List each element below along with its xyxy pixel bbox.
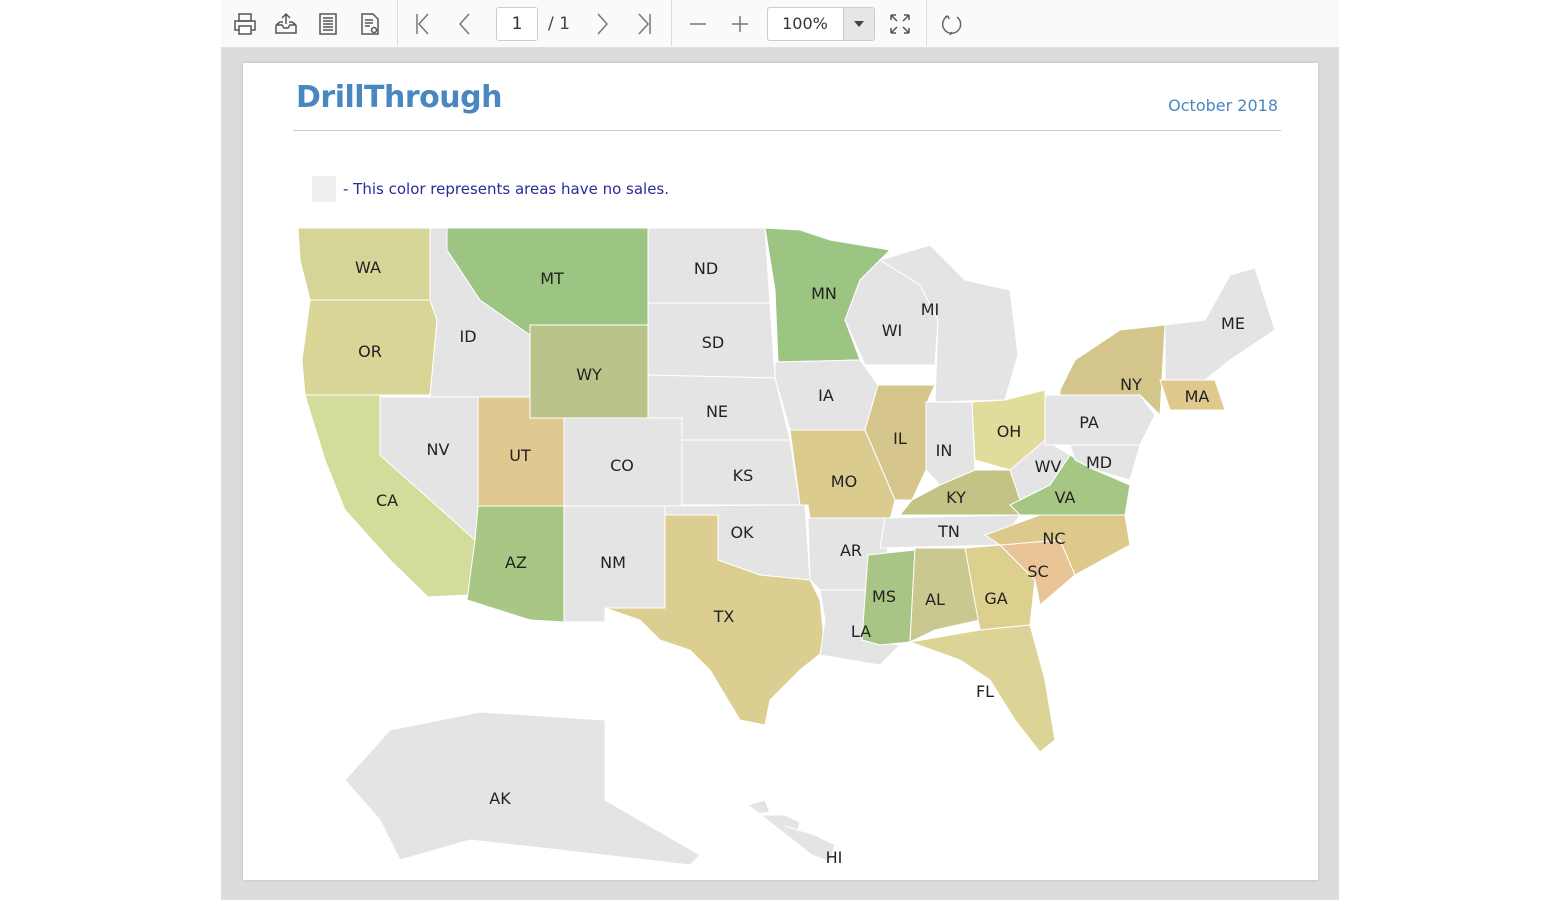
export-icon[interactable] (271, 8, 301, 40)
state-label-me: ME (1221, 314, 1245, 333)
state-label-oh: OH (997, 422, 1022, 441)
state-hi[interactable] (746, 799, 836, 863)
page-setup-icon[interactable] (355, 8, 385, 40)
zoom-in-icon[interactable] (726, 8, 754, 40)
state-label-nd: ND (694, 259, 718, 278)
state-label-az: AZ (505, 553, 527, 572)
state-label-al: AL (925, 590, 945, 609)
state-label-ms: MS (872, 587, 896, 606)
state-label-id: ID (459, 327, 476, 346)
state-label-ma: MA (1185, 387, 1210, 406)
state-label-tx: TX (713, 607, 735, 626)
state-label-or: OR (358, 342, 382, 361)
state-label-ga: GA (984, 589, 1007, 608)
state-label-tn: TN (937, 522, 960, 541)
state-label-wv: WV (1035, 457, 1062, 476)
page-total: / 1 (548, 14, 570, 34)
state-md[interactable] (1069, 444, 1141, 481)
state-label-ny: NY (1120, 375, 1142, 394)
report-date: October 2018 (1168, 96, 1278, 115)
state-wv[interactable] (1009, 439, 1071, 501)
chevron-down-icon[interactable] (843, 8, 874, 40)
state-label-ky: KY (946, 488, 966, 507)
state-ga[interactable] (964, 544, 1036, 631)
current-page-input[interactable]: 1 (496, 7, 538, 41)
state-label-nv: NV (427, 440, 450, 459)
zoom-out-icon[interactable] (684, 8, 712, 40)
state-label-co: CO (610, 456, 634, 475)
state-label-ks: KS (733, 466, 754, 485)
state-label-sd: SD (702, 333, 724, 352)
state-label-pa: PA (1079, 413, 1099, 432)
state-label-fl: FL (976, 682, 994, 701)
state-label-ia: IA (818, 386, 834, 405)
state-label-in: IN (936, 441, 953, 460)
state-label-hi: HI (826, 848, 843, 867)
fit-page-icon[interactable] (886, 8, 914, 40)
state-label-md: MD (1086, 453, 1112, 472)
first-page-icon[interactable] (408, 8, 436, 40)
legend-text: - This color represents areas have no sa… (343, 180, 670, 198)
zoom-value: 100% (782, 14, 828, 33)
state-label-sc: SC (1027, 562, 1048, 581)
state-label-va: VA (1055, 488, 1076, 507)
state-label-ut: UT (509, 446, 531, 465)
state-label-nm: NM (600, 553, 626, 572)
state-ak[interactable] (344, 711, 701, 866)
state-label-nc: NC (1042, 529, 1065, 548)
last-page-icon[interactable] (631, 8, 659, 40)
state-label-mn: MN (811, 284, 837, 303)
print-icon[interactable] (230, 8, 260, 40)
state-label-il: IL (893, 429, 907, 448)
zoom-select[interactable]: 100% (767, 7, 875, 41)
state-ms[interactable] (861, 549, 916, 646)
state-fl[interactable] (908, 624, 1056, 753)
state-me[interactable] (1164, 267, 1276, 381)
no-sales-swatch (312, 176, 336, 202)
state-label-ne: NE (706, 402, 728, 421)
state-label-ar: AR (840, 541, 862, 560)
state-al[interactable] (909, 547, 981, 643)
state-label-wy: WY (576, 365, 602, 384)
state-label-wa: WA (355, 258, 381, 277)
report-title: DrillThrough (296, 80, 502, 115)
state-label-la: LA (851, 622, 871, 641)
state-label-ca: CA (376, 491, 398, 510)
state-ny[interactable] (1059, 324, 1166, 417)
state-label-ok: OK (730, 523, 754, 542)
state-mi[interactable] (878, 244, 1019, 403)
state-label-mt: MT (540, 269, 564, 288)
previous-page-icon[interactable] (450, 8, 478, 40)
state-label-ak: AK (489, 789, 511, 808)
title-divider (293, 130, 1281, 131)
state-tx[interactable] (604, 514, 826, 726)
next-page-icon[interactable] (589, 8, 617, 40)
state-label-mi: MI (921, 300, 940, 319)
state-pa[interactable] (1044, 394, 1156, 446)
refresh-icon[interactable] (938, 8, 966, 40)
state-label-wi: WI (882, 321, 903, 340)
state-label-mo: MO (831, 472, 857, 491)
page-layout-icon[interactable] (313, 8, 343, 40)
